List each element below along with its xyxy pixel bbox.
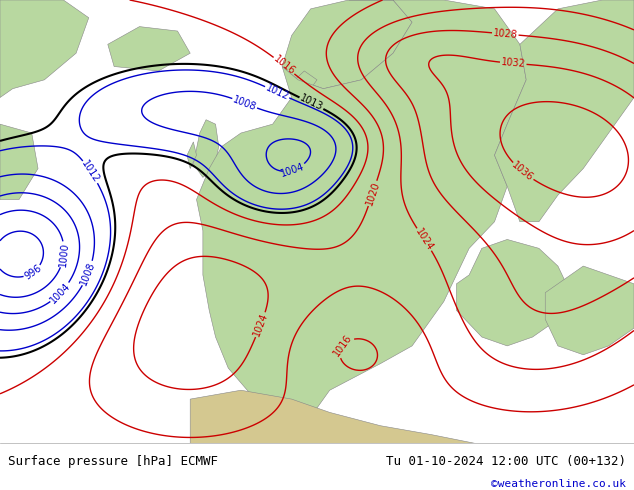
Text: 1012: 1012 [80, 159, 101, 185]
Text: 1008: 1008 [79, 260, 98, 287]
Polygon shape [190, 390, 476, 443]
Text: ©weatheronline.co.uk: ©weatheronline.co.uk [491, 479, 626, 490]
Polygon shape [108, 26, 190, 71]
Text: 1036: 1036 [510, 160, 535, 183]
Text: 1013: 1013 [298, 93, 325, 113]
Text: 1000: 1000 [58, 242, 70, 267]
Text: 1016: 1016 [271, 54, 297, 77]
Polygon shape [197, 0, 526, 417]
Text: Surface pressure [hPa] ECMWF: Surface pressure [hPa] ECMWF [8, 455, 217, 467]
Polygon shape [0, 124, 38, 199]
Polygon shape [545, 266, 634, 355]
Text: 1008: 1008 [231, 94, 258, 112]
Polygon shape [0, 0, 89, 98]
Text: 1012: 1012 [264, 82, 290, 102]
Text: 1032: 1032 [501, 57, 526, 70]
Text: 996: 996 [22, 263, 43, 282]
Text: 1024: 1024 [413, 226, 435, 252]
Polygon shape [282, 0, 412, 89]
Text: 1020: 1020 [364, 180, 381, 207]
Text: 1028: 1028 [493, 28, 518, 40]
Polygon shape [187, 142, 197, 169]
Polygon shape [495, 0, 634, 221]
Text: 1004: 1004 [48, 281, 72, 305]
Text: 1004: 1004 [280, 161, 306, 179]
Polygon shape [295, 71, 317, 89]
Polygon shape [456, 240, 571, 346]
Polygon shape [193, 120, 219, 177]
Text: 1016: 1016 [332, 333, 354, 359]
Text: Tu 01-10-2024 12:00 UTC (00+132): Tu 01-10-2024 12:00 UTC (00+132) [386, 455, 626, 467]
Text: 1024: 1024 [252, 312, 269, 338]
